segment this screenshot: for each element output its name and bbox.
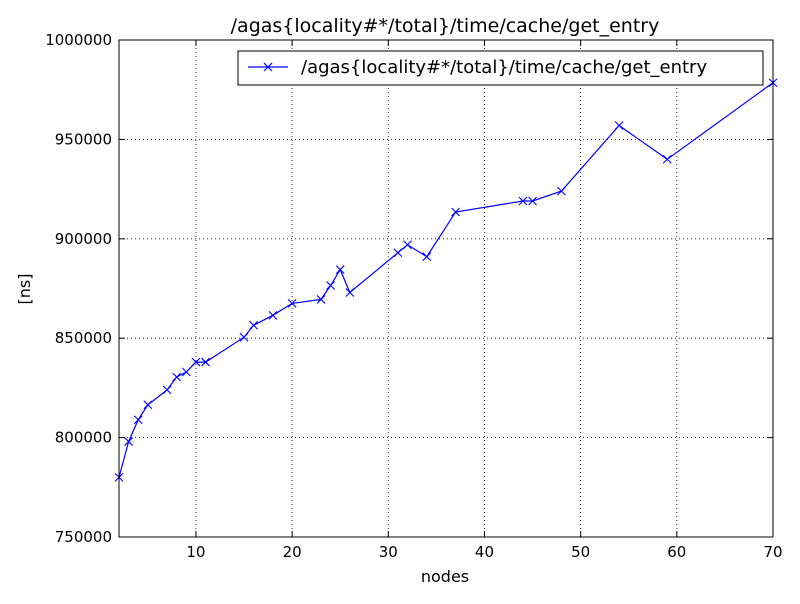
data-point: [172, 372, 182, 382]
data-point: [518, 196, 528, 206]
data-point: [181, 367, 191, 377]
data-point: [393, 248, 403, 258]
y-axis-label: [ns]: [15, 274, 34, 305]
data-point: [422, 252, 432, 262]
data-point: [403, 240, 412, 250]
series-line: [118, 82, 774, 478]
data-point: [335, 265, 345, 275]
data-point: [345, 288, 355, 297]
legend-marker: [263, 62, 273, 72]
data-point: [249, 320, 259, 330]
legend-box: [237, 50, 764, 86]
y-tick-label: 850000: [55, 329, 112, 347]
data-point: [191, 357, 201, 367]
data-point: [133, 415, 143, 425]
x-tick-label: 20: [283, 543, 302, 561]
data-point: [268, 310, 278, 320]
y-tick-label: 900000: [55, 230, 112, 248]
data-point: [287, 299, 297, 308]
x-tick-label: 60: [667, 543, 686, 561]
data-point: [124, 437, 134, 446]
x-tick-label: 30: [379, 543, 398, 561]
x-tick-label: 70: [763, 543, 782, 561]
x-tick-label: 40: [475, 543, 494, 561]
data-point: [326, 281, 335, 290]
data-point: [316, 295, 326, 304]
x-tick-label: 10: [186, 543, 205, 561]
data-point: [528, 196, 537, 206]
legend-label: /agas{locality#*/total}/time/cache/get_e…: [301, 57, 707, 78]
axis-ticks: 10 20 30 40 50 60 70 750000 800000 850000 900000 95…: [45, 31, 782, 561]
data-point: [201, 357, 210, 367]
data-point: [614, 121, 624, 130]
y-tick-label: 950000: [55, 130, 112, 148]
data-point: [451, 207, 461, 217]
data-point: [162, 385, 172, 395]
x-axis-label: nodes: [421, 567, 469, 586]
chart-title: /agas{locality#*/total}/time/cache/get_e…: [231, 15, 660, 37]
y-tick-label: 800000: [55, 429, 112, 447]
data-point: [239, 332, 249, 342]
series-layer: [114, 78, 778, 482]
legend: /agas{locality#*/total}/time/cache/get_e…: [237, 50, 764, 86]
x-tick-label: 50: [571, 543, 590, 561]
y-tick-label: 1000000: [45, 31, 112, 49]
plot-frame: [118, 39, 774, 538]
data-point: [143, 400, 153, 410]
data-point: [557, 186, 566, 196]
y-tick-label: 750000: [55, 528, 112, 546]
data-point: [662, 154, 672, 164]
grid-lines: [119, 39, 774, 538]
